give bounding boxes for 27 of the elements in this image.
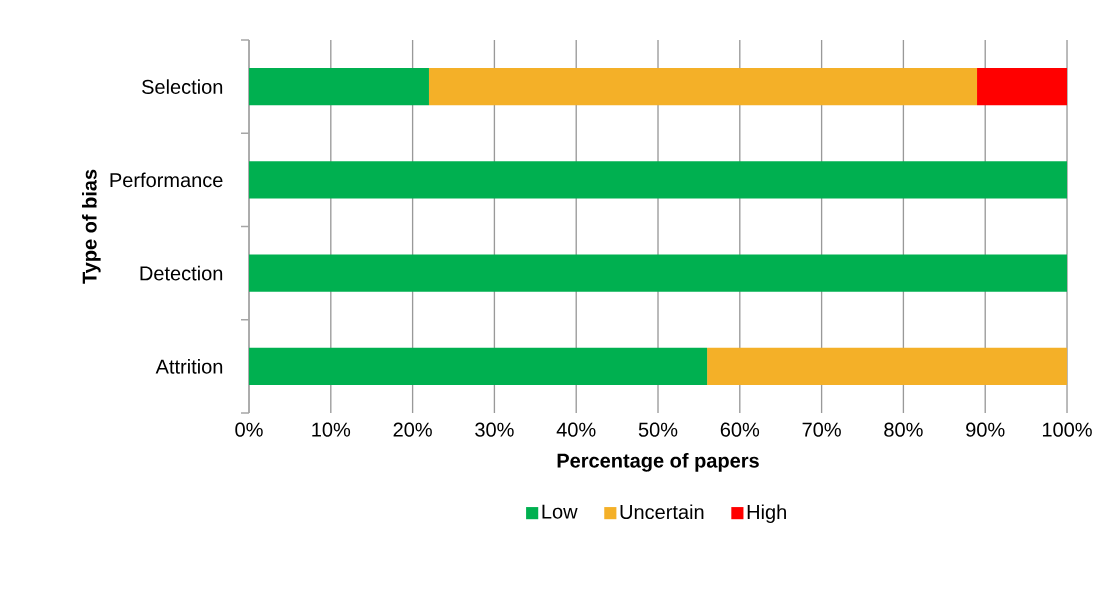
legend-label: High — [747, 504, 786, 524]
bar — [428, 67, 978, 106]
x-tick-label: 10% — [312, 422, 351, 437]
x-tick-label: 60% — [720, 422, 760, 437]
bar — [249, 67, 429, 106]
bar — [707, 347, 1068, 386]
bar — [249, 161, 1068, 199]
y-tick-label: Attrition — [155, 359, 223, 374]
x-tick-label: 20% — [393, 422, 432, 437]
x-tick-label: 0% — [235, 422, 263, 437]
bar — [249, 254, 1068, 292]
y-tick-label: Performance — [110, 172, 223, 188]
x-tick-label: 90% — [966, 422, 1005, 437]
legend-label: Uncertain — [620, 504, 704, 520]
legend-label: Low — [542, 504, 578, 519]
x-tick-label: 30% — [475, 422, 514, 437]
bar — [249, 347, 708, 386]
x-tick-label: 100% — [1042, 422, 1092, 437]
y-axis-title: Type of bias — [82, 169, 101, 284]
bar — [977, 67, 1068, 106]
x-tick-label: 70% — [802, 422, 841, 437]
x-axis-title: Percentage of papers — [557, 453, 759, 472]
x-tick-label: 50% — [638, 422, 678, 437]
y-tick-label: Detection — [140, 265, 223, 281]
x-tick-label: 40% — [556, 422, 596, 437]
y-tick-label: Selection — [142, 79, 223, 94]
x-tick-label: 80% — [884, 422, 923, 437]
